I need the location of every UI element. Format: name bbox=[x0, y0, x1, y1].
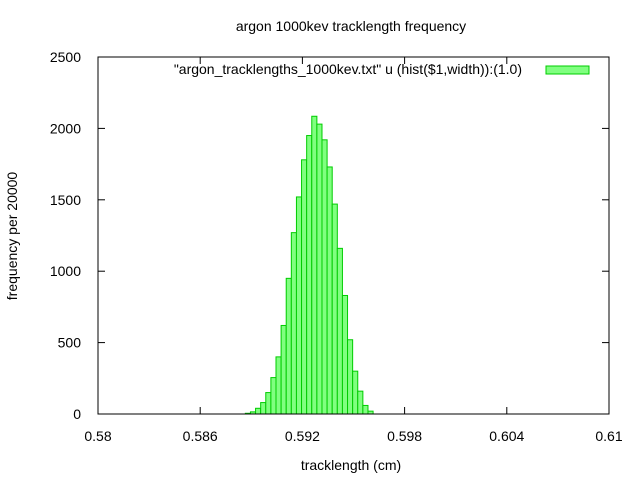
histogram-bar bbox=[280, 324, 287, 415]
x-tick-label: 0.604 bbox=[489, 428, 524, 444]
histogram-bar bbox=[301, 159, 308, 415]
x-tick-labels: 0.58 0.586 0.592 0.598 0.604 0.61 bbox=[84, 428, 622, 444]
histogram-bar bbox=[341, 294, 349, 415]
histogram-bars bbox=[244, 115, 374, 415]
x-tick-label: 0.586 bbox=[183, 428, 218, 444]
y-tick-label: 1000 bbox=[50, 263, 81, 279]
histogram-bar bbox=[347, 339, 354, 415]
histogram-bar bbox=[255, 407, 262, 415]
histogram-bar bbox=[357, 390, 364, 415]
histogram-bar bbox=[260, 402, 267, 415]
histogram-bar bbox=[270, 377, 277, 415]
histogram-bar bbox=[362, 404, 369, 415]
legend-swatch bbox=[545, 65, 590, 75]
histogram-bar bbox=[265, 392, 272, 415]
histogram-bar bbox=[290, 232, 297, 415]
histogram-bar bbox=[321, 139, 328, 415]
y-tick-label: 2500 bbox=[50, 49, 81, 65]
histogram-bar bbox=[306, 135, 313, 415]
y-tick-label: 2000 bbox=[50, 120, 81, 136]
x-tick-label: 0.58 bbox=[84, 428, 111, 444]
x-tick-label: 0.592 bbox=[285, 428, 320, 444]
histogram-bar bbox=[331, 203, 338, 415]
y-tick-labels: 0 500 1000 1500 2000 2500 bbox=[50, 49, 81, 422]
histogram-bar bbox=[275, 356, 282, 415]
histogram-bar bbox=[352, 370, 359, 415]
y-tick-label: 500 bbox=[58, 335, 82, 351]
y-axis-label: frequency per 20000 bbox=[4, 172, 20, 301]
x-axis-label: tracklength (cm) bbox=[301, 457, 401, 473]
chart-title: argon 1000kev tracklength frequency bbox=[236, 18, 466, 34]
y-tick-label: 1500 bbox=[50, 192, 81, 208]
plot-frame bbox=[97, 56, 610, 415]
x-tick-label: 0.61 bbox=[595, 428, 622, 444]
legend-label: "argon_tracklengths_1000kev.txt" u (hist… bbox=[174, 61, 522, 77]
histogram-bar bbox=[295, 196, 303, 415]
histogram-bar bbox=[336, 247, 343, 415]
histogram-bar bbox=[316, 123, 323, 415]
histogram-bar bbox=[285, 277, 292, 415]
histogram-bar bbox=[311, 115, 318, 415]
y-tick-label: 0 bbox=[73, 406, 81, 422]
x-tick-label: 0.598 bbox=[387, 428, 422, 444]
histogram-bar bbox=[326, 166, 333, 415]
